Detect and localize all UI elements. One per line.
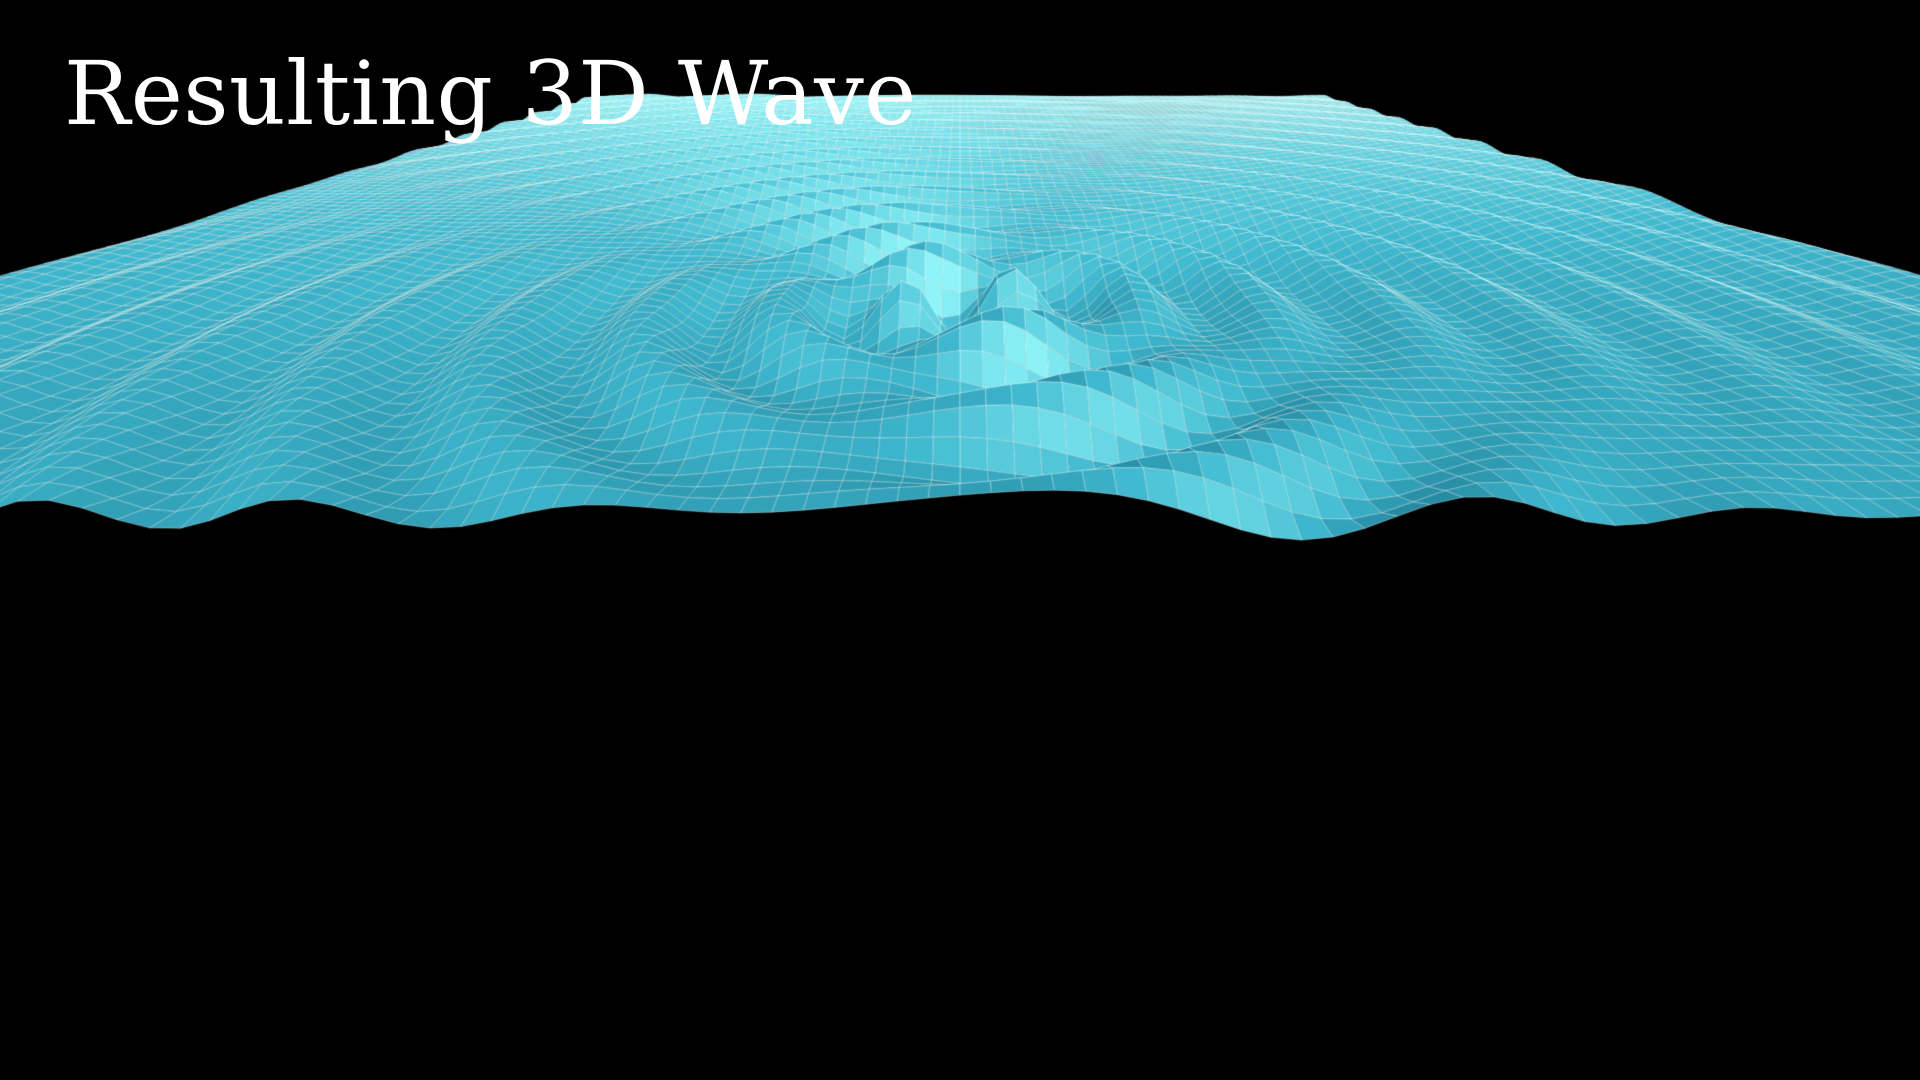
- scene-title: Resulting 3D Wave: [64, 42, 917, 145]
